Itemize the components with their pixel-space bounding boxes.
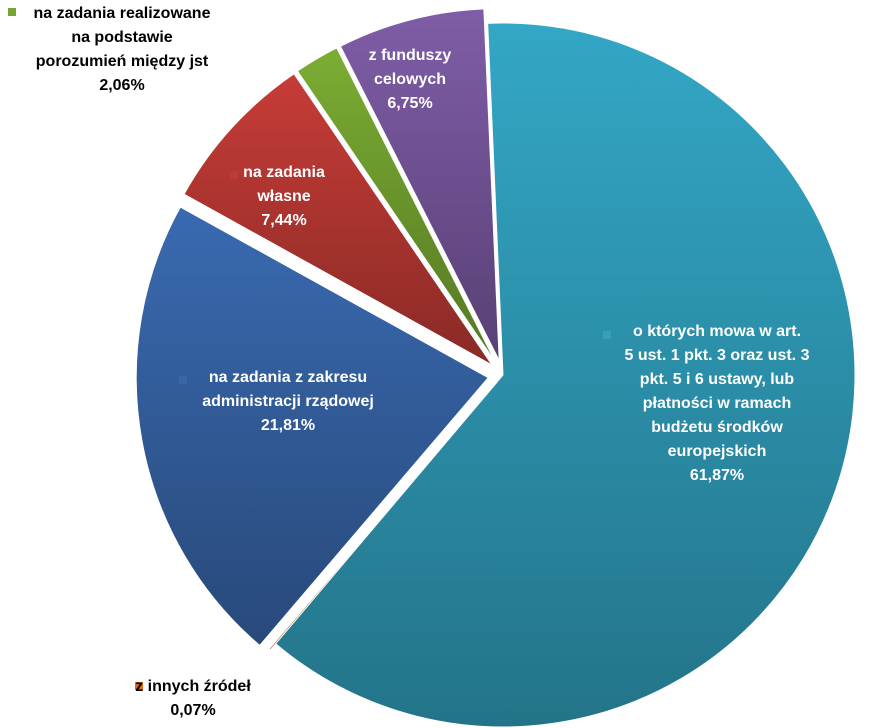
slice-label-line: własne [256,188,310,205]
slice-label-line: z innych źródeł [135,678,251,695]
slice-label-line: europejskich [668,443,767,460]
slice-label-line: 5 ust. 1 pkt. 3 oraz ust. 3 [625,347,810,364]
legend-marker-1 [135,682,143,690]
legend-marker-2 [179,376,187,384]
slice-label-line: budżetu środków [651,419,783,436]
slice-label-0: o których mowa w art. 5 ust. 1 pkt. 3 ora… [625,323,810,484]
legend-marker-5 [357,55,365,63]
slice-label-line: z funduszy [369,47,452,64]
slice-label-4: na zadania realizowane na podstawie porozu… [34,5,211,94]
pie-slice-3 [183,73,493,366]
slice-value-5: 6,75% [387,95,432,112]
pie-slice-5 [339,8,500,361]
slice-label-1: z innych źródeł 0,07% [135,678,251,719]
slice-label-3: na zadania własne 7,44% [243,164,325,229]
slice-label-line: pkt. 5 i 6 ustawy, lub [640,371,795,388]
slice-value-2: 21,81% [261,417,315,434]
slice-label-line: na podstawie [71,29,172,46]
slice-label-line: płatności w ramach [643,395,792,412]
slice-label-line: porozumień między jst [36,53,209,70]
slice-value-4: 2,06% [99,77,144,94]
slice-label-line: administracji rządowej [202,393,374,410]
slice-label-line: na zadania realizowane [34,5,211,22]
legend-marker-0 [603,331,611,339]
slice-label-line: na zadania z zakresu [209,369,367,386]
slice-label-line: celowych [374,71,446,88]
slice-value-3: 7,44% [261,212,306,229]
pie-slice-2 [135,206,490,647]
pie-slice-1 [268,380,499,651]
legend-marker-3 [230,171,238,179]
pie-slice-0 [274,22,856,728]
slice-value-1: 0,07% [170,702,215,719]
slice-label-line: na zadania [243,164,325,181]
legend-marker-4 [8,8,16,16]
pie-slice-4 [296,47,496,363]
slice-label-5: z funduszy celowych 6,75% [369,47,452,112]
slice-label-line: o których mowa w art. [633,323,801,340]
slice-label-2: na zadania z zakresu administracji rządow… [202,369,374,434]
slice-value-0: 61,87% [690,467,744,484]
